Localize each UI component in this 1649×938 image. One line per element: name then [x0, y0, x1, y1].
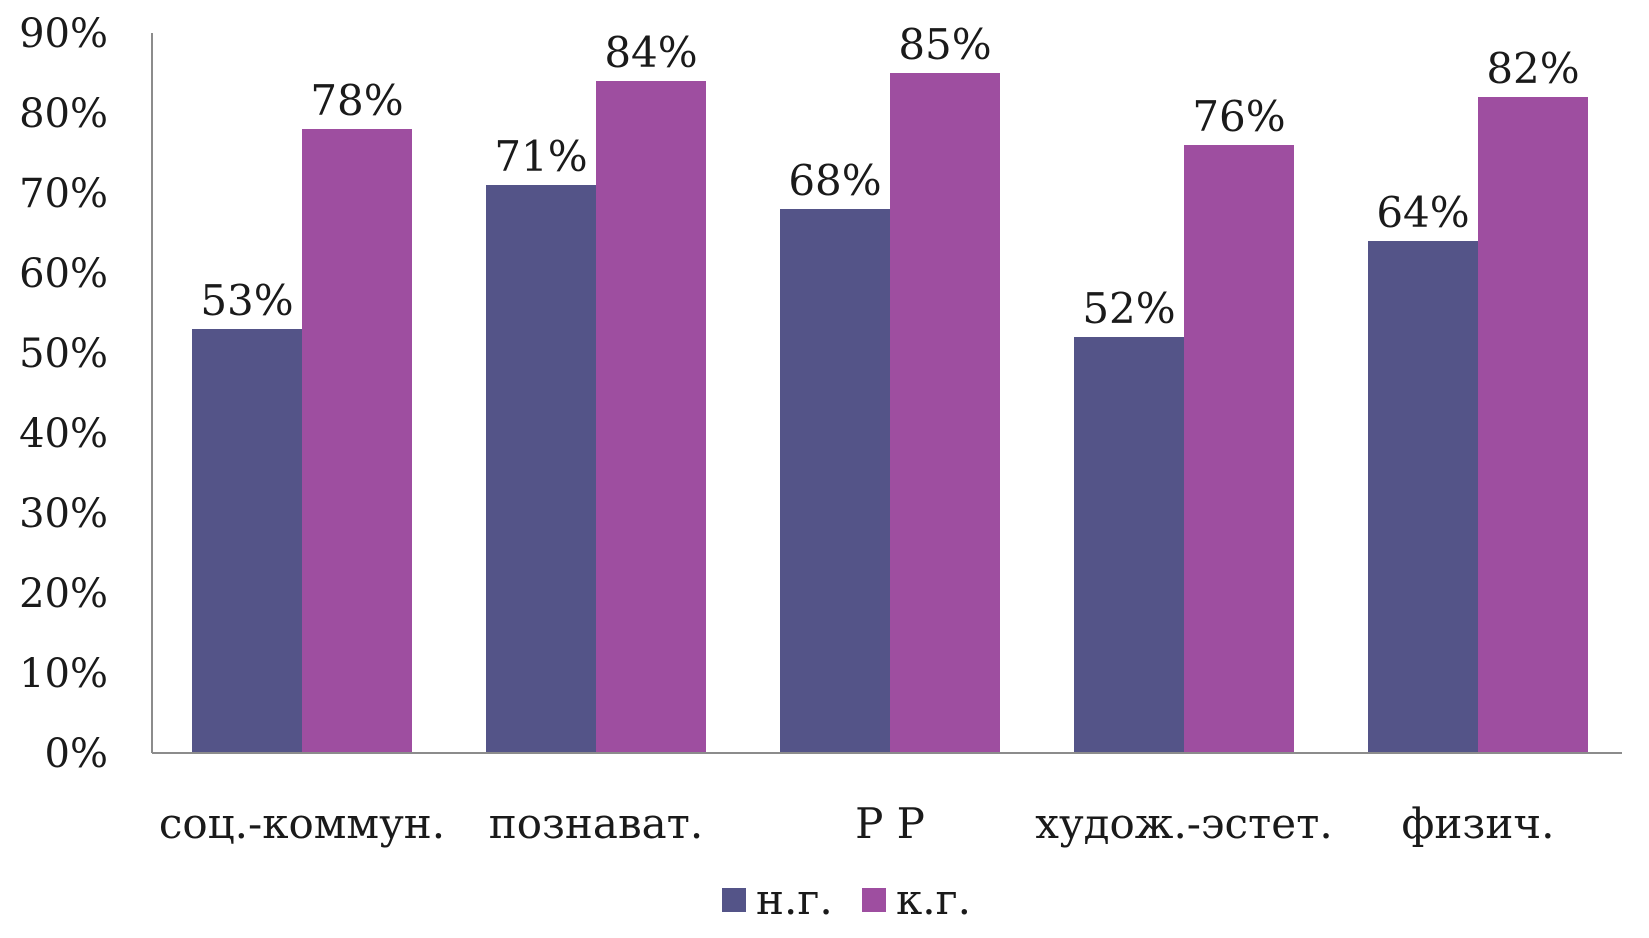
bar-ng-1: [486, 185, 596, 753]
y-tick-label: 70%: [19, 171, 108, 217]
data-label: 71%: [494, 132, 587, 181]
data-label: 85%: [898, 20, 991, 69]
y-tick-label: 50%: [19, 331, 108, 377]
data-labels-group: 53% 78% 71% 84% 68% 85% 52% 76% 64% 82%: [200, 20, 1579, 333]
y-tick-label: 10%: [19, 651, 108, 697]
y-tick-label: 90%: [19, 11, 108, 57]
data-label: 53%: [200, 276, 293, 325]
x-axis-category-labels: соц.-коммун. познават. Р Р худож.-эстет. физ…: [159, 799, 1555, 848]
data-label: 82%: [1486, 44, 1579, 93]
y-axis-ticks: 0% 10% 20% 30% 40% 50% 60% 70% 80% 90%: [19, 11, 108, 777]
data-label: 76%: [1192, 92, 1285, 141]
bar-kg-0: [302, 129, 412, 753]
bar-kg-1: [596, 81, 706, 753]
category-label: Р Р: [855, 799, 925, 848]
bar-kg-2: [890, 73, 1000, 753]
data-label: 68%: [788, 156, 881, 205]
axes-group: [151, 33, 1622, 754]
category-label: познават.: [489, 799, 704, 848]
legend-swatch-kg: [862, 888, 886, 912]
bar-ng-2: [780, 209, 890, 753]
legend: н.г. к.г.: [722, 875, 971, 924]
data-label: 84%: [604, 28, 697, 77]
y-tick-label: 30%: [19, 491, 108, 537]
y-tick-label: 20%: [19, 571, 108, 617]
bar-ng-0: [192, 329, 302, 753]
legend-swatch-ng: [722, 888, 746, 912]
y-tick-label: 80%: [19, 91, 108, 137]
legend-label-kg: к.г.: [896, 875, 971, 924]
y-tick-label: 0%: [45, 731, 108, 777]
y-tick-label: 40%: [19, 411, 108, 457]
bar-kg-3: [1184, 145, 1294, 753]
data-label: 64%: [1376, 188, 1469, 237]
data-label: 78%: [310, 76, 403, 125]
category-label: физич.: [1402, 799, 1555, 848]
bar-ng-3: [1074, 337, 1184, 753]
data-label: 52%: [1082, 284, 1175, 333]
y-tick-label: 60%: [19, 251, 108, 297]
category-label: соц.-коммун.: [159, 799, 445, 848]
bars-group: [192, 73, 1588, 753]
bar-kg-4: [1478, 97, 1588, 753]
bar-ng-4: [1368, 241, 1478, 753]
legend-label-ng: н.г.: [756, 875, 833, 924]
category-label: худож.-эстет.: [1035, 799, 1332, 848]
